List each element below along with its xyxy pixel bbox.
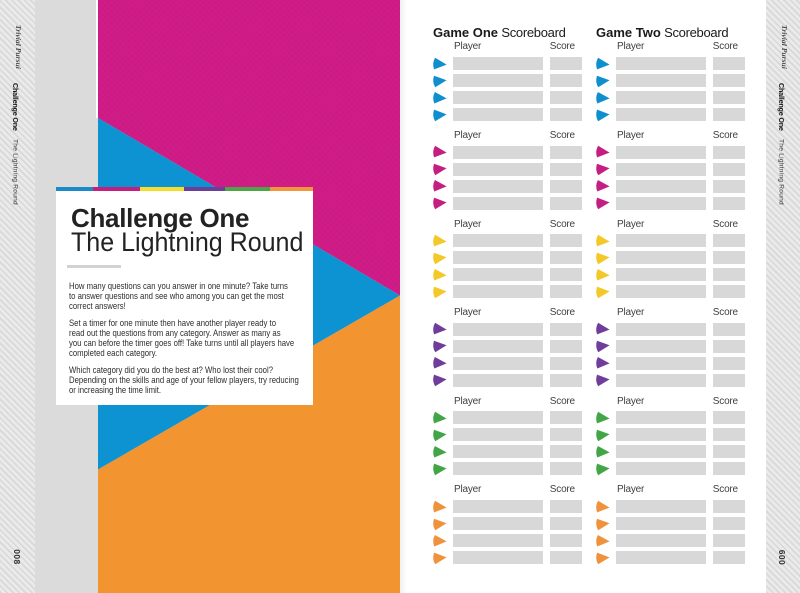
svg-text:Trivial Pursuit: Trivial Pursuit xyxy=(780,25,789,69)
svg-text:Trivial Pursuit: Trivial Pursuit xyxy=(14,25,23,69)
